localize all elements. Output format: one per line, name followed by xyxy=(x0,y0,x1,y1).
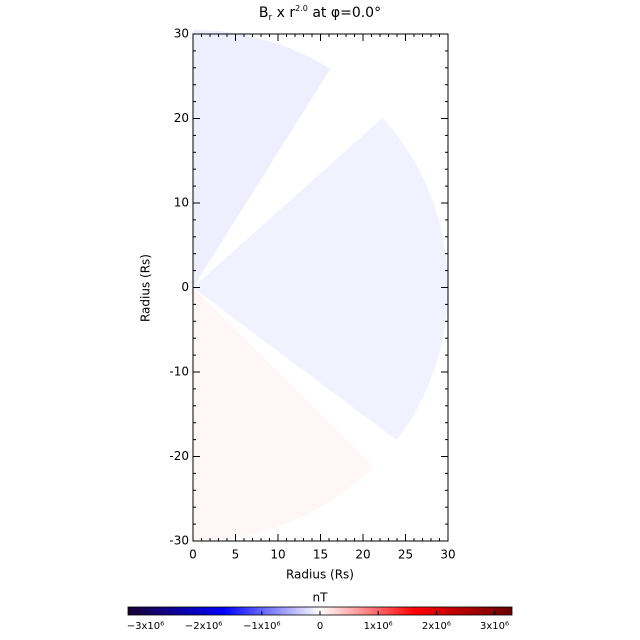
colorbar-tick-label: −1x10⁶ xyxy=(243,621,280,632)
x-tick-label: 30 xyxy=(440,548,455,562)
x-tick-label: 0 xyxy=(189,548,197,562)
colorbar-tick-label: −2x10⁶ xyxy=(185,621,222,632)
x-tick-label: 5 xyxy=(232,548,240,562)
chart-title: Br x r2.0 at φ=0.0° xyxy=(259,4,381,23)
colorbar-tick-label: 2x10⁶ xyxy=(422,621,451,632)
y-tick-label: 30 xyxy=(174,27,189,41)
y-tick-label: 0 xyxy=(181,280,189,294)
colorbar-tick-label: 0 xyxy=(317,621,323,632)
sector xyxy=(193,287,374,541)
colorbar-label: nT xyxy=(313,591,329,605)
y-tick-label: -30 xyxy=(169,534,189,548)
x-tick-label: 25 xyxy=(398,548,413,562)
y-axis-label: Radius (Rs) xyxy=(139,254,153,322)
x-tick-label: 15 xyxy=(313,548,328,562)
colorbar-tick-label: 1x10⁶ xyxy=(364,621,393,632)
sector xyxy=(193,29,331,288)
y-tick-label: -20 xyxy=(169,449,189,463)
sector xyxy=(193,117,448,441)
y-tick-label: 20 xyxy=(174,111,189,125)
x-tick-label: 10 xyxy=(270,548,285,562)
colorbar-tick-label: −3x10⁶ xyxy=(127,621,164,632)
x-axis-label: Radius (Rs) xyxy=(286,568,354,582)
y-tick-label: -10 xyxy=(169,365,189,379)
x-tick-label: 20 xyxy=(355,548,370,562)
y-tick-label: 10 xyxy=(174,196,189,210)
colorbar-tick-label: 3x10⁶ xyxy=(480,621,509,632)
